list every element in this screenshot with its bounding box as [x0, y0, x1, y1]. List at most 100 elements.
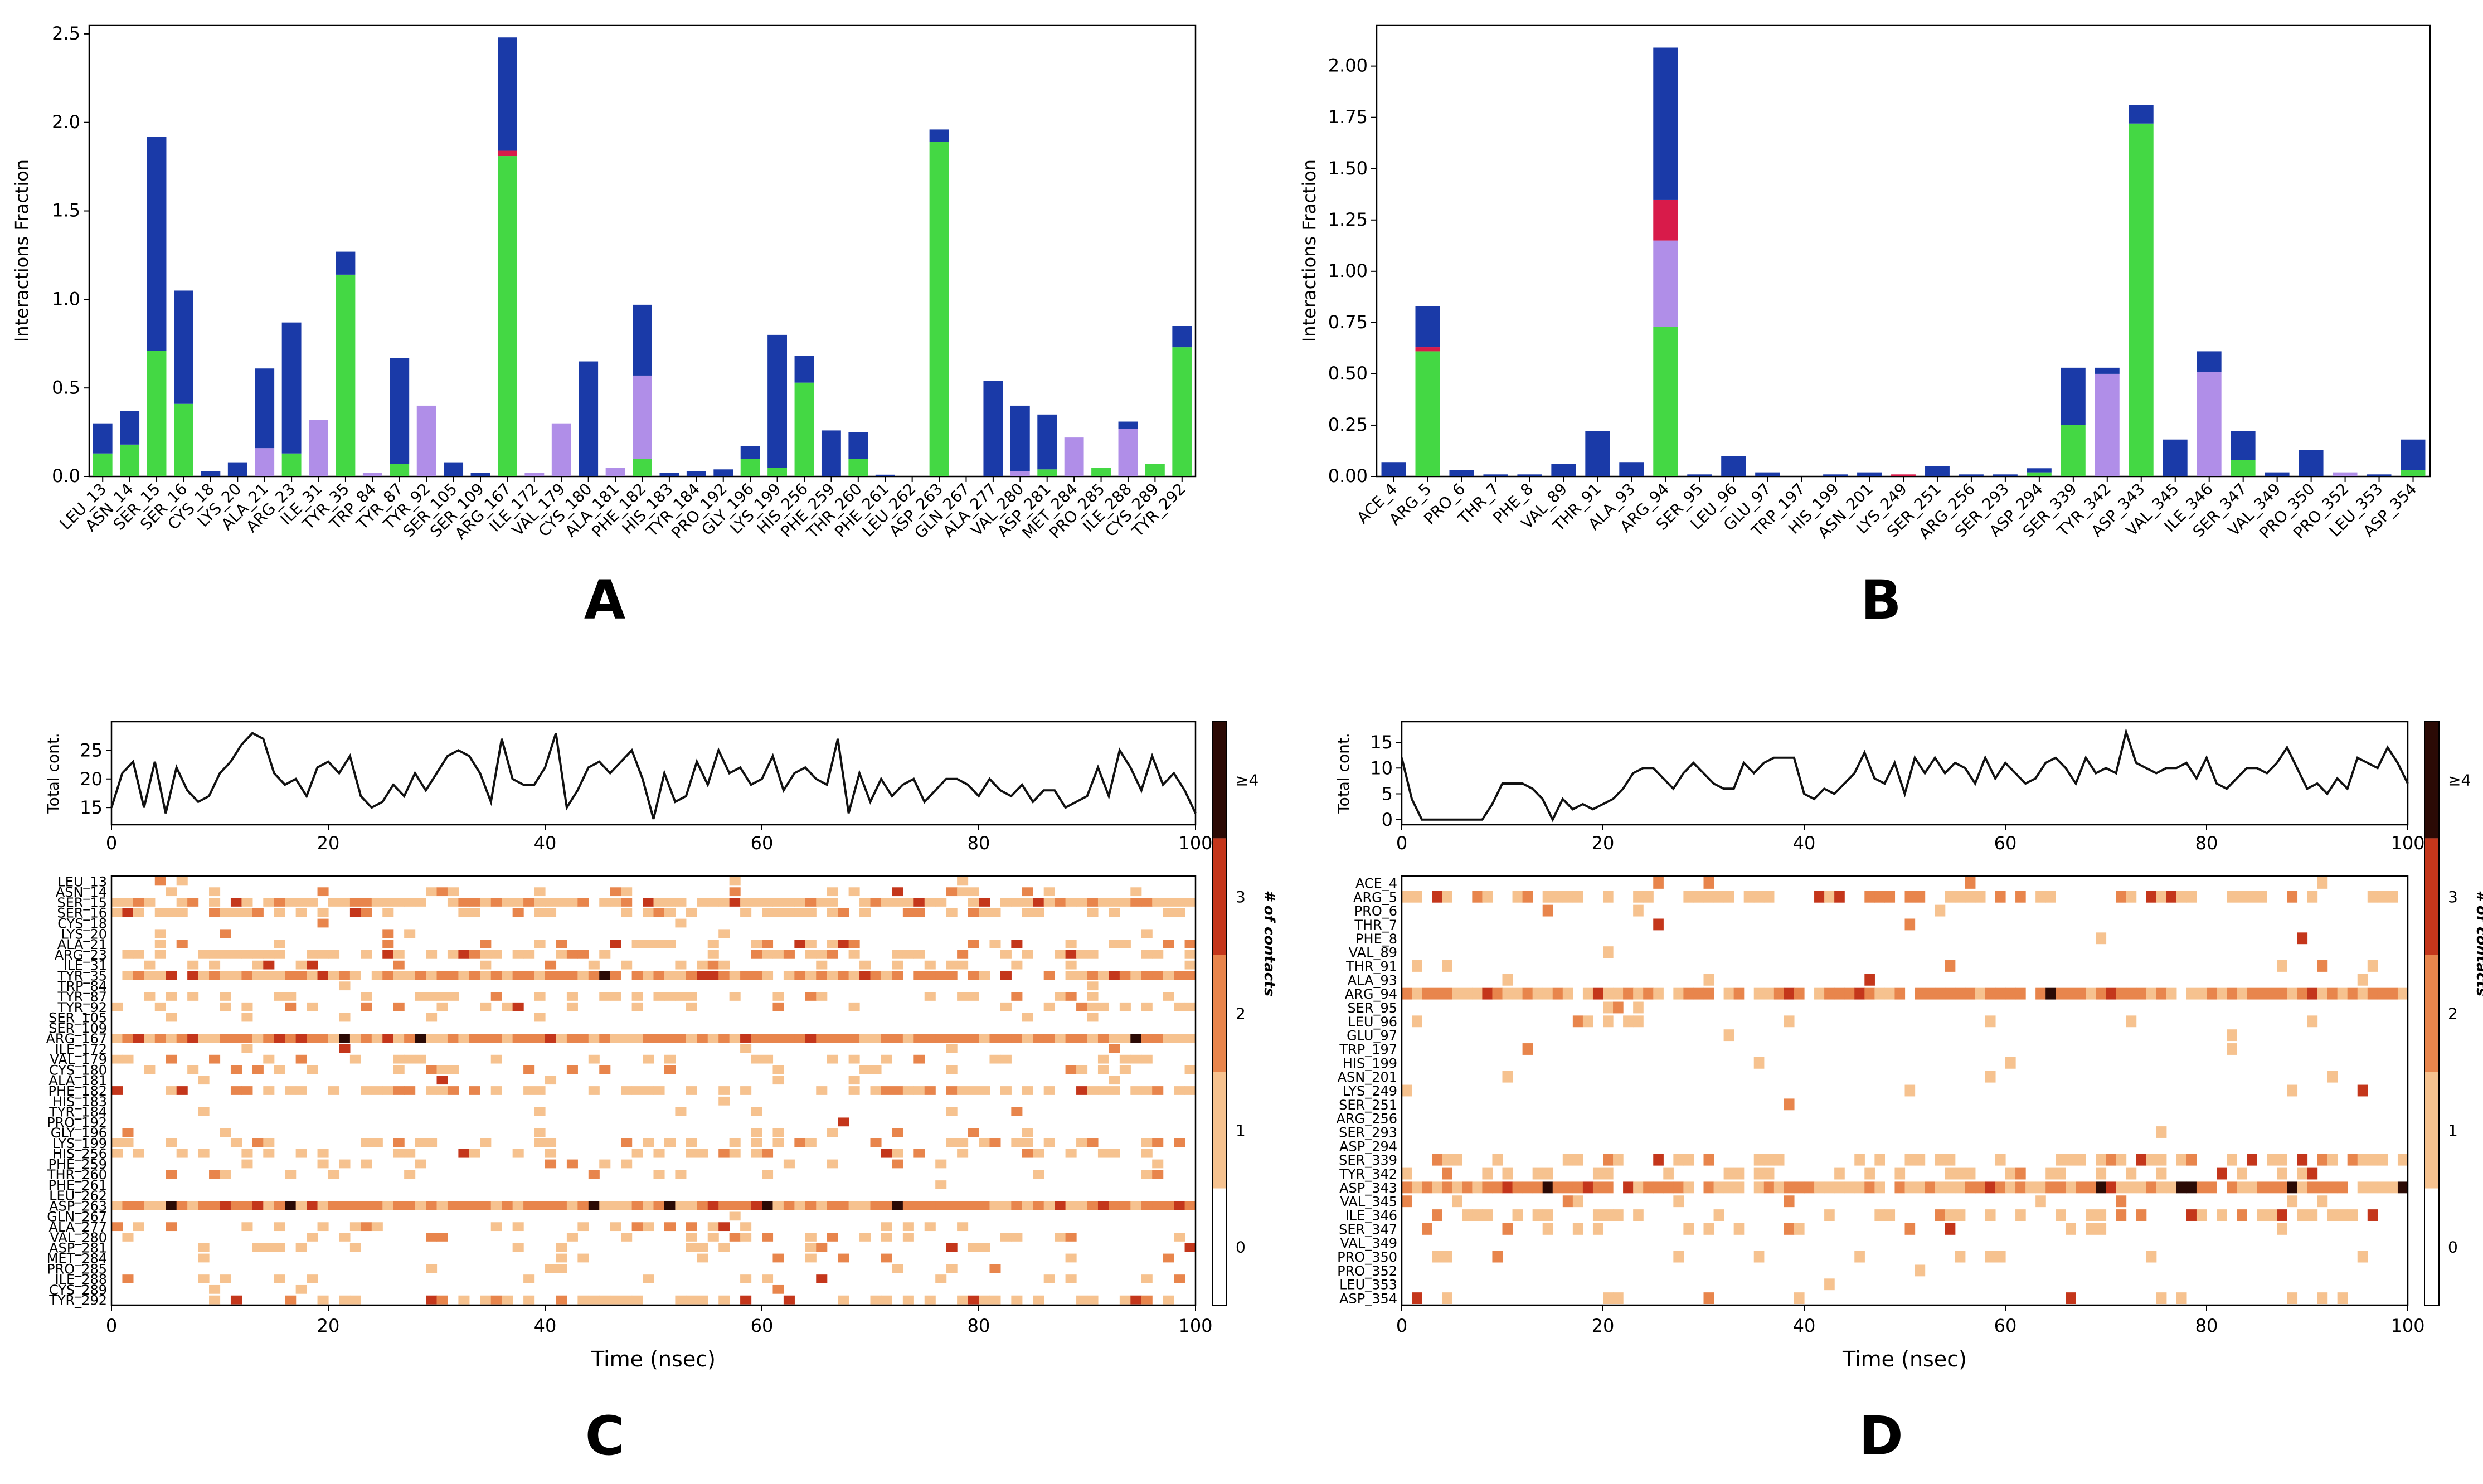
contact-cell — [263, 1054, 275, 1064]
contact-cell — [111, 898, 123, 907]
contact-cell — [913, 1201, 925, 1210]
contact-cell — [1065, 950, 1077, 959]
contact-cell — [111, 1222, 123, 1232]
contact-cell — [274, 908, 285, 917]
contact-cell — [2056, 1167, 2066, 1180]
contact-cell — [1472, 987, 1483, 1000]
contact-cell — [393, 1201, 405, 1210]
contact-cell — [469, 898, 480, 907]
contact-cell — [740, 1295, 752, 1305]
bar-segment-blue — [470, 473, 490, 476]
contact-cell — [1773, 987, 1785, 1000]
contact-cell — [631, 1086, 643, 1095]
contact-cell — [610, 1201, 621, 1210]
contact-cell — [946, 1138, 958, 1147]
contact-cell — [1482, 1209, 1493, 1221]
contact-cell — [1065, 971, 1077, 980]
contact-cell — [1065, 960, 1077, 970]
contact-cell — [1723, 891, 1734, 903]
contact-cell — [1572, 1181, 1583, 1194]
colorbar-segment — [1212, 955, 1227, 1072]
contact-cell — [707, 1034, 719, 1043]
contact-cell — [1109, 940, 1120, 948]
contact-cell — [490, 992, 502, 1001]
contact-cell — [166, 1054, 177, 1064]
contact-cell — [2186, 1209, 2197, 1221]
contact-cell — [2176, 1154, 2187, 1166]
contact-cell — [2367, 960, 2378, 972]
contact-cell — [1402, 1181, 1412, 1194]
bar-segment-red — [1891, 474, 1916, 476]
contact-cell — [1119, 971, 1131, 980]
contact-cell — [1904, 891, 1916, 903]
contact-cell — [621, 1159, 633, 1169]
contact-cell — [176, 1149, 188, 1158]
contact-cell — [1011, 940, 1023, 948]
contact-cell — [664, 992, 676, 1001]
contact-cell — [566, 1233, 578, 1242]
contact-cell — [523, 1086, 535, 1095]
contact-cell — [588, 960, 600, 970]
contact-cell — [2387, 1181, 2398, 1194]
row-label: ARG_167 — [46, 1031, 108, 1047]
contact-cell — [718, 1295, 730, 1305]
bar-segment-green — [2401, 470, 2426, 476]
row-label: ASP_263 — [49, 1199, 107, 1214]
contact-cell — [230, 1086, 242, 1095]
contact-cell — [913, 908, 925, 917]
contact-cell — [1184, 960, 1196, 970]
contact-cell — [599, 971, 611, 980]
contact-cell — [1412, 960, 1422, 972]
contact-cell — [2307, 1209, 2318, 1221]
contact-cell — [729, 898, 741, 907]
contact-cell — [1894, 1181, 1906, 1194]
contact-cell — [133, 898, 144, 907]
contact-cell — [176, 898, 188, 907]
row-label: LEU_353 — [1339, 1277, 1397, 1293]
contact-cell — [1945, 960, 1956, 972]
contact-cell — [1412, 1181, 1422, 1194]
contact-cell — [1152, 1201, 1164, 1210]
contact-cell — [436, 1065, 448, 1074]
contact-cell — [1985, 1251, 1996, 1263]
bar-segment-blue — [1585, 431, 1610, 476]
contact-cell — [1141, 1149, 1153, 1158]
contact-cell — [2347, 1154, 2358, 1166]
row-label: TYR_92 — [57, 1000, 107, 1015]
contact-cell — [610, 971, 621, 980]
contact-cell — [490, 1201, 502, 1210]
contact-cell — [968, 992, 979, 1001]
contact-cell — [122, 1034, 134, 1043]
contact-cell — [263, 1034, 275, 1043]
contact-cell — [2015, 1209, 2026, 1221]
row-label: MET_284 — [47, 1251, 107, 1266]
contact-cell — [1753, 1167, 1765, 1180]
contact-cell — [339, 1013, 351, 1022]
contact-cell — [1000, 1201, 1012, 1210]
contact-cell — [566, 1065, 578, 1074]
contact-cell — [1562, 1195, 1573, 1208]
contact-cell — [740, 1274, 752, 1283]
contact-cell — [783, 1201, 795, 1210]
contact-cell — [675, 918, 687, 928]
contact-cell — [1904, 1084, 1916, 1097]
contact-cell — [610, 1295, 621, 1305]
contact-cell — [2357, 1181, 2368, 1194]
contact-cell — [480, 950, 492, 959]
contact-cell — [1995, 1154, 2006, 1166]
contact-cell — [556, 1243, 567, 1252]
contact-cell — [1492, 987, 1503, 1000]
contact-cell — [881, 1054, 892, 1064]
contact-cell — [144, 898, 156, 907]
row-label: ASP_281 — [49, 1240, 107, 1256]
contact-cell — [523, 1034, 535, 1043]
contact-cell — [957, 1138, 969, 1147]
contact-cell — [2086, 987, 2097, 1000]
contact-cell — [1184, 940, 1196, 948]
contact-cell — [686, 1233, 697, 1242]
panel-letter-c: C — [585, 1405, 624, 1467]
contact-cell — [2247, 987, 2257, 1000]
contact-cell — [458, 898, 470, 907]
contact-cell — [285, 1170, 297, 1179]
contact-cell — [740, 1222, 752, 1232]
